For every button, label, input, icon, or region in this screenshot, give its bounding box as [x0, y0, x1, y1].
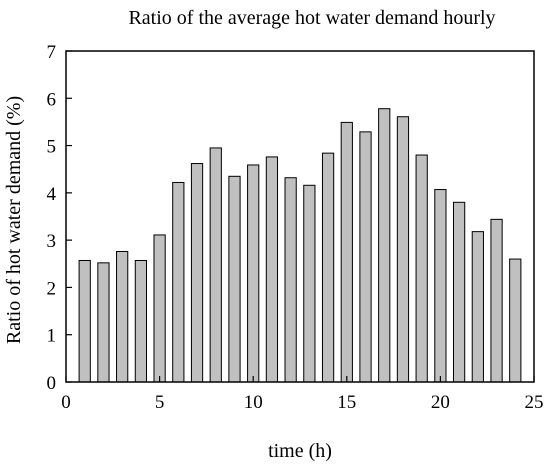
bar-8	[209, 147, 222, 383]
bar-12	[284, 177, 297, 383]
bar-3	[116, 250, 129, 383]
bar-2	[97, 262, 110, 383]
y-tick-label-2: 2	[47, 278, 57, 299]
x-ticks-group: 0 5 10 15 20 25	[61, 376, 544, 413]
bar-18	[396, 116, 410, 383]
bar-20	[434, 189, 447, 383]
x-tick-label-15: 15	[337, 392, 356, 413]
x-axis-label: time (h)	[268, 440, 332, 462]
x-tick-label-25: 25	[525, 392, 544, 413]
x-tick-label-5: 5	[155, 392, 165, 413]
x-tick-label-0: 0	[61, 392, 71, 413]
y-tick-label-7: 7	[47, 42, 57, 63]
y-tick-label-0: 0	[47, 373, 57, 394]
bar-17	[378, 108, 391, 383]
x-tick-label-10: 10	[244, 392, 263, 413]
bar-14	[321, 152, 335, 383]
chart-title: Ratio of the average hot water demand ho…	[128, 7, 495, 29]
y-tick-label-5: 5	[47, 137, 57, 158]
bar-6	[172, 181, 185, 383]
y-tick-label-6: 6	[47, 89, 57, 110]
bar-9	[228, 175, 241, 383]
bar-11	[265, 156, 279, 383]
bar-22	[471, 231, 484, 383]
bar-5	[153, 234, 166, 383]
bar-1	[78, 259, 91, 383]
bar-7	[190, 163, 204, 383]
y-tick-label-1: 1	[47, 326, 57, 347]
bar-15	[340, 121, 353, 383]
bar-10	[247, 164, 260, 383]
bar-4	[134, 259, 147, 383]
plot-frame	[65, 50, 535, 383]
bar-21	[453, 201, 466, 383]
bar-23	[490, 218, 503, 383]
y-tick-label-3: 3	[47, 231, 57, 252]
y-tick-label-4: 4	[47, 184, 57, 205]
bar-13	[303, 184, 316, 383]
y-axis-label: Ratio of hot water demand (%)	[3, 96, 25, 344]
y-ticks-group: 0 1 2 3 4 5 6 7	[47, 42, 72, 394]
bar-24	[509, 258, 522, 383]
x-tick-label-20: 20	[431, 392, 450, 413]
bar-19	[415, 154, 428, 383]
bars-group	[78, 108, 522, 383]
bar-16	[359, 131, 372, 383]
